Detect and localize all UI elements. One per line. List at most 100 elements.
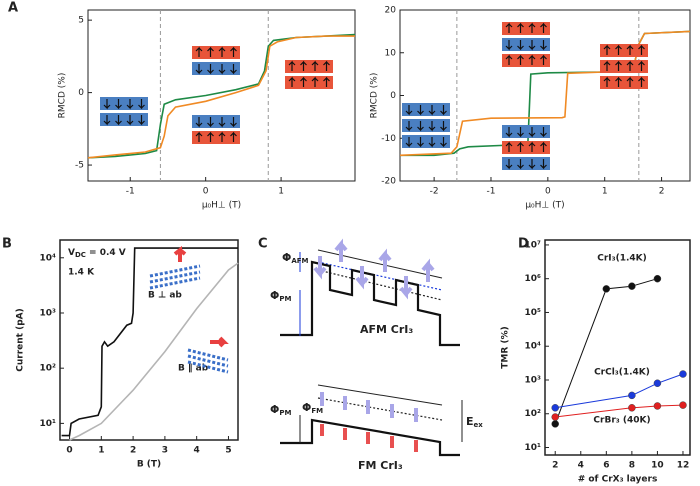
spin-arrow [638, 60, 645, 71]
spin-arrow [638, 76, 645, 87]
subscript: ex [474, 421, 484, 429]
series-line [87, 33, 356, 159]
spin-arrow [517, 141, 524, 152]
series-label: CrCl₃(1.4K) [594, 368, 650, 378]
arrow [320, 424, 418, 452]
spin-layer [402, 135, 450, 148]
barrier [280, 418, 460, 457]
spin-arrow [505, 22, 513, 33]
spin-arrow [603, 76, 611, 87]
y-tick-label: 10³ [525, 375, 542, 385]
plot-frame [59, 239, 239, 441]
spin-arrow [288, 60, 296, 71]
spin-arrow [528, 54, 536, 65]
spin-arrow [603, 60, 611, 71]
phi-fm: ΦFM [302, 401, 323, 415]
spin-arrow [615, 44, 622, 55]
marker [653, 402, 662, 410]
panel-label: C [258, 237, 268, 252]
arrow [313, 238, 435, 300]
spin-arrow [195, 46, 203, 57]
phi-pm: ΦPM [270, 403, 291, 417]
spin-arrow [115, 115, 122, 126]
field-arrow [210, 336, 229, 348]
plot-frame [544, 239, 691, 456]
y-axis-label: TMR (%) [501, 326, 511, 368]
spin-arrow [505, 141, 513, 152]
x-tick-label: 0 [66, 446, 72, 456]
spin-arrow [428, 121, 436, 132]
x-tick-label: 12 [677, 461, 690, 471]
spin-arrow [517, 54, 524, 65]
spin-arrow [517, 40, 524, 51]
spin-arrow [528, 40, 536, 51]
series-line [555, 404, 684, 418]
spin-arrow [505, 54, 513, 65]
y-tick-label: 0 [390, 91, 396, 101]
spin-layer [502, 22, 550, 35]
y-tick-label: 0 [78, 88, 84, 98]
spin-arrow [126, 99, 134, 110]
marker [679, 401, 687, 409]
y-tick-label: 10⁷ [525, 240, 542, 250]
spin-arrow [540, 159, 547, 170]
x-tick-label: -1 [486, 187, 495, 197]
annotation: B ⊥ ab [148, 291, 182, 301]
marker [628, 282, 636, 290]
spin-arrow [230, 131, 237, 142]
panel-label: B [2, 237, 12, 252]
y-tick-label: 10² [525, 409, 542, 419]
x-axis-label: # of CrX₃ layers [578, 475, 658, 485]
y-tick-label: -5 [75, 161, 84, 171]
x-axis-label: B (T) [137, 460, 161, 470]
spin-arrow [540, 40, 547, 51]
spin-arrow [626, 44, 634, 55]
spin-layer [192, 46, 240, 59]
spin-layer [285, 60, 333, 73]
y-tick-label: 10⁴ [525, 342, 542, 352]
x-tick-label: 4 [194, 446, 200, 456]
spin-layer [100, 97, 148, 110]
x-tick-label: 3 [162, 446, 168, 456]
spin-arrow [505, 159, 513, 170]
x-tick-label: 10 [651, 461, 664, 471]
annotation: 1.4 K [68, 268, 95, 278]
plot-frame [399, 9, 691, 182]
y-tick-label: 10³ [40, 308, 57, 318]
vdc-label: VDC = 0.4 V [68, 248, 126, 260]
spin-layer [100, 113, 148, 126]
plot-frame [87, 9, 356, 182]
spin-layer [600, 44, 648, 57]
marker [653, 379, 662, 388]
spin-arrow [517, 127, 524, 138]
series-label: CrBr₃ (40K) [593, 416, 650, 426]
spin-arrow [323, 76, 330, 87]
marker [551, 404, 559, 412]
spin-arrow [505, 127, 513, 138]
subscript: AFM [291, 257, 308, 265]
fm-label: FM CrI₃ [358, 459, 403, 472]
spin-arrow [138, 115, 145, 126]
spin-arrow [528, 141, 536, 152]
spin-arrow [405, 105, 413, 116]
y-tick-label: 20 [385, 6, 397, 16]
x-tick-label: 1 [602, 187, 608, 197]
spin-arrow [428, 105, 436, 116]
spin-arrow [207, 131, 214, 142]
spin-layer [600, 60, 648, 73]
marker [628, 404, 636, 412]
y-tick-label: 10¹ [525, 443, 542, 453]
spin-arrow [323, 60, 330, 71]
series-line [69, 262, 239, 441]
x-tick-label: 5 [225, 446, 231, 456]
spin-arrow [528, 127, 536, 138]
spin-layer [192, 131, 240, 144]
y-axis-label: RMCD (%) [58, 73, 68, 119]
y-tick-label: 10⁵ [525, 308, 542, 318]
panel-label: A [8, 1, 18, 16]
spin-layer [502, 54, 550, 67]
level-line [317, 397, 443, 421]
x-tick-label: 2 [552, 461, 558, 471]
spin-arrow [207, 117, 214, 128]
spin-arrow [540, 22, 547, 33]
